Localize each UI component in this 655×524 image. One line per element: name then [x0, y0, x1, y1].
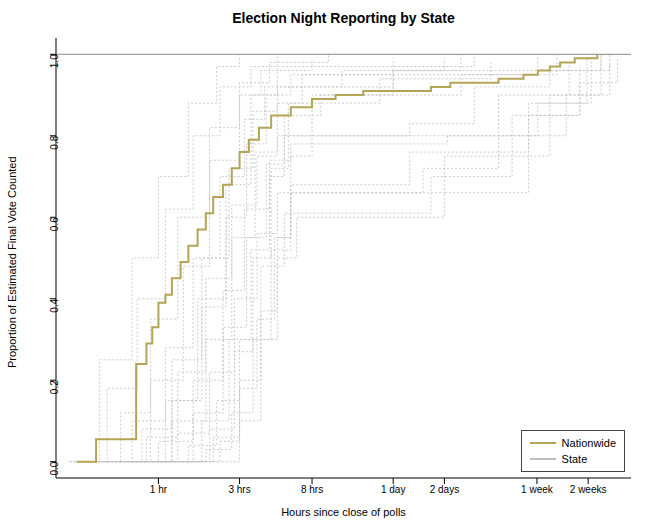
svg-text:1 week: 1 week: [521, 484, 554, 495]
svg-text:0.2: 0.2: [49, 380, 60, 394]
html-text:Election Night Reporting by St: Election Night Reporting by State: [232, 10, 455, 26]
svg-text:1 hr: 1 hr: [150, 484, 168, 495]
svg-text:2 days: 2 days: [430, 484, 459, 495]
svg-text:1 day: 1 day: [381, 484, 405, 495]
svg-text:0.4: 0.4: [49, 298, 60, 312]
svg-text:0.0: 0.0: [49, 461, 60, 475]
svg-text:1.0: 1.0: [49, 54, 60, 68]
html-text:Nationwide: Nationwide: [561, 437, 616, 449]
svg-text:Hours since close of polls: Hours since close of polls: [281, 506, 406, 518]
svg-text:3 hrs: 3 hrs: [228, 484, 250, 495]
svg-text:0.8: 0.8: [49, 135, 60, 149]
svg-text:2 weeks: 2 weeks: [570, 484, 607, 495]
svg-text:0.6: 0.6: [49, 217, 60, 231]
html-text:State: State: [561, 453, 588, 465]
svg-text:8 hrs: 8 hrs: [301, 484, 323, 495]
svg-text:Proportion of Estimated Final: Proportion of Estimated Final Vote Count…: [8, 156, 18, 368]
